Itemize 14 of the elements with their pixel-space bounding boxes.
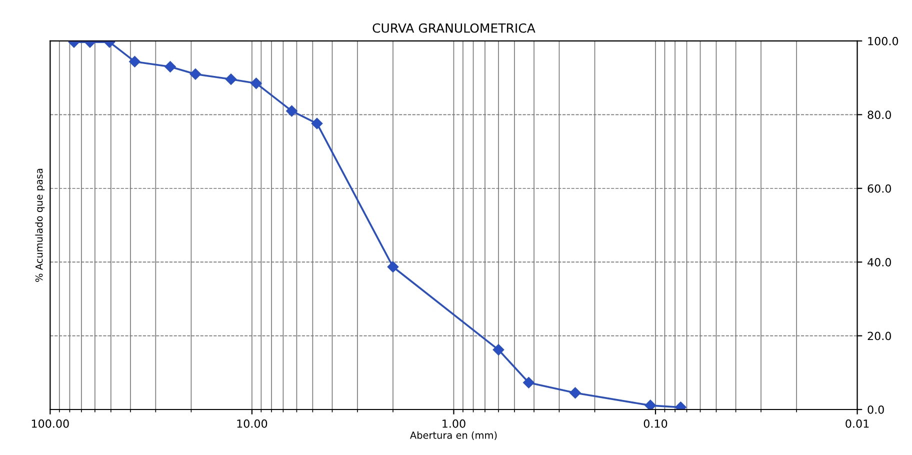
y-tick-label: 60.0 — [868, 184, 892, 193]
y-tick-label: 20.0 — [868, 332, 892, 340]
x-tick-label: 1.00 — [442, 419, 466, 428]
y-tick-label: 100.0 — [868, 36, 898, 46]
x-tick-label: 0.10 — [644, 419, 668, 428]
y-axis-title: % Acumulado que pasa — [35, 168, 45, 282]
y-tick-label: 0.0 — [868, 405, 884, 414]
y-tick-label: 80.0 — [868, 110, 892, 120]
x-tick-label: 10.00 — [237, 419, 268, 428]
x-tick-label: 0.01 — [846, 419, 869, 428]
x-tick-label: 100.00 — [32, 419, 69, 428]
chart-title: CURVA GRANULOMETRICA — [372, 23, 536, 33]
x-axis-title: Abertura en (mm) — [410, 431, 497, 440]
y-tick-label: 40.0 — [868, 258, 892, 266]
